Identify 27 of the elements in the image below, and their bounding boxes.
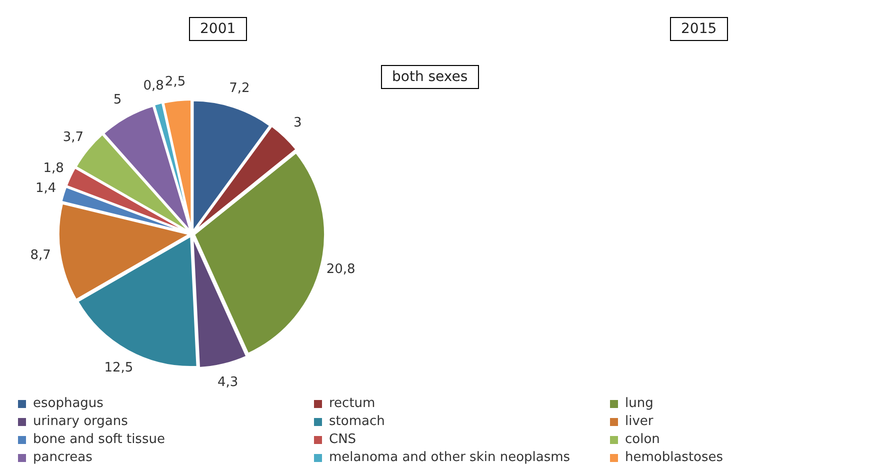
data-label: 5 <box>113 92 122 108</box>
legend-label: lung <box>625 396 654 411</box>
legend-label: bone and soft tissue <box>33 432 165 447</box>
data-label: 1,8 <box>43 161 64 176</box>
text: both sexes <box>381 65 479 89</box>
legend-label: stomach <box>329 414 385 429</box>
data-label: 2,5 <box>164 74 186 90</box>
data-label: 0,8 <box>143 78 164 94</box>
data-label: 3 <box>294 116 302 131</box>
data-label: 1,4 <box>35 181 56 196</box>
legend-label: rectum <box>329 396 376 411</box>
data-label: 4,3 <box>218 375 238 390</box>
data-label: 7,2 <box>229 80 250 96</box>
text: 2015 <box>670 17 728 41</box>
legend-label: liver <box>625 414 654 429</box>
data-label: 3,7 <box>62 130 84 146</box>
legend-label: urinary organs <box>33 414 128 429</box>
legend-label: hemoblastoses <box>625 450 724 465</box>
legend-label: esophagus <box>33 396 104 411</box>
chart-title: 2001 <box>189 17 247 41</box>
legend-label: pancreas <box>33 450 92 465</box>
legend-label: melanoma and other skin neoplasms <box>329 450 570 465</box>
legend-label: colon <box>625 432 660 447</box>
data-label: 12,5 <box>104 360 134 376</box>
data-label: 8,7 <box>30 248 51 264</box>
data-label: 20,8 <box>326 262 356 277</box>
legend-label: CNS <box>329 432 356 447</box>
